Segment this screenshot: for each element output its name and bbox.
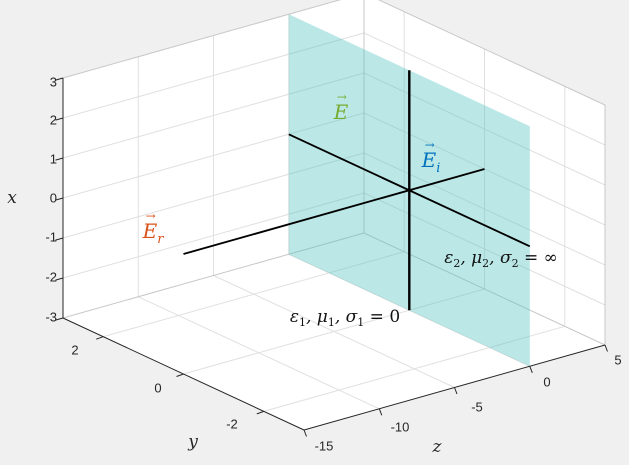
x-axis-label: x xyxy=(7,188,17,208)
z-tick-5: 5 xyxy=(614,352,622,368)
z-line-through-origin xyxy=(183,168,485,255)
e-vector: → E xyxy=(333,90,349,124)
vector-arrow-icon: → xyxy=(145,209,156,223)
incident-field-label: → Ei xyxy=(421,138,441,176)
x-tick-m2: -2 xyxy=(45,269,57,285)
x-tick-m1: -1 xyxy=(45,229,57,245)
medium2-label: ε2, μ2, σ2 = ∞ xyxy=(444,247,558,271)
x-tick-0: 0 xyxy=(49,190,57,206)
y-tick-0: 0 xyxy=(154,380,162,396)
y-tick-2: 2 xyxy=(71,342,79,358)
z-tick-m10: -10 xyxy=(390,419,410,435)
y-axis-label: y xyxy=(188,432,198,452)
e-field-label: → E xyxy=(333,90,349,128)
vector-arrow-icon: → xyxy=(424,138,435,152)
y-tick-m2: -2 xyxy=(226,416,238,432)
z-tick-0: 0 xyxy=(543,374,551,390)
vector-arrow-icon: → xyxy=(336,90,347,104)
z-axis-label: z xyxy=(432,437,442,457)
box-edges xyxy=(62,0,606,346)
x-tick-m3: -3 xyxy=(45,309,57,325)
medium1-label: ε1, μ1, σ1 = 0 xyxy=(289,306,401,330)
ei-vector: → E xyxy=(421,138,437,172)
z-tick-m15: -15 xyxy=(314,438,334,454)
origin-lines xyxy=(183,70,531,311)
tick-marks xyxy=(55,77,608,437)
x-tick-3: 3 xyxy=(49,74,57,90)
x-tick-2: 2 xyxy=(49,112,57,128)
z-tick-m5: -5 xyxy=(471,399,483,415)
x-tick-1: 1 xyxy=(49,151,57,167)
reflected-field-label: → Er xyxy=(142,209,164,247)
er-vector: → E xyxy=(142,209,158,243)
